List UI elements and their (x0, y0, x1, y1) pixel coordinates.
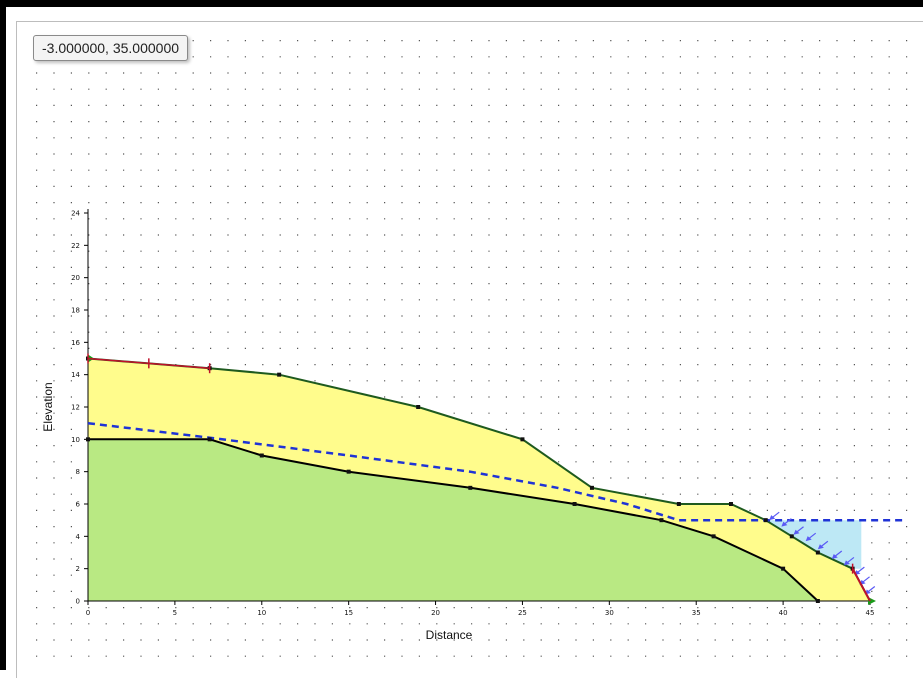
load-arrow-head (843, 560, 850, 566)
dot-grid (36, 40, 908, 657)
x-tick-label: 10 (257, 609, 266, 617)
x-tick-label: 40 (779, 609, 788, 617)
material-boundary-line (88, 438, 819, 602)
y-tick-label: 8 (76, 468, 80, 476)
vertex-marker (416, 405, 421, 409)
x-tick-label: 35 (692, 609, 701, 617)
load-arrow-head (769, 515, 776, 521)
drawing-area[interactable] (16, 21, 923, 678)
grid-dots (36, 40, 908, 657)
x-tick-label: 5 (173, 609, 177, 617)
load-arrow-head (793, 529, 800, 535)
x-tick-label: 30 (605, 609, 614, 617)
vertex-marker (676, 502, 681, 506)
load-arrow-head (831, 553, 838, 559)
x-tick-label: 15 (344, 609, 353, 617)
vertex-marker (763, 518, 768, 523)
y-tick-label: 4 (76, 533, 81, 541)
vertex-marker (277, 372, 282, 377)
water-load-arrows (769, 511, 876, 595)
vertex-marker (259, 453, 264, 458)
vertex-marker (468, 485, 473, 490)
vertex-marker (789, 534, 794, 539)
load-arrow-head (781, 521, 788, 527)
y-tick-label: 24 (71, 210, 80, 218)
x-tick-label: 25 (518, 609, 527, 617)
y-tick-label: 22 (71, 242, 80, 250)
y-tick-label: 6 (76, 501, 81, 509)
load-arrow-head (817, 544, 824, 550)
vertex-marker (815, 550, 820, 555)
slip-segment-toe (851, 568, 871, 602)
x-tick-label: 20 (431, 609, 440, 617)
vertex-marker (728, 502, 733, 506)
y-tick-label: 10 (71, 436, 80, 444)
x-tick-label: 45 (866, 609, 875, 617)
y-tick-label: 20 (71, 274, 80, 282)
x-axis-title: Distance (426, 628, 473, 642)
y-tick-label: 2 (76, 565, 80, 573)
y-tick-label: 0 (76, 598, 80, 606)
vertex-marker (815, 599, 820, 603)
vertex-marker (207, 437, 212, 442)
upper-material-region (88, 358, 870, 601)
vertex-marker (346, 469, 351, 474)
y-tick-label: 12 (71, 404, 80, 412)
y-tick-label: 14 (71, 371, 80, 379)
water-table-line (87, 421, 905, 522)
ponded-water-region (765, 520, 862, 569)
y-tick-label: 16 (71, 339, 80, 347)
vertex-marker (781, 566, 786, 571)
vertex-marker (520, 437, 525, 442)
vertex-marker (711, 534, 716, 539)
x-tick-label: 0 (86, 609, 90, 617)
load-arrow-head (805, 536, 812, 542)
lower-material-region (88, 439, 818, 601)
y-tick-label: 18 (71, 307, 80, 315)
vertex-marker (589, 485, 594, 490)
coordinate-readout: -3.000000, 35.000000 (33, 35, 189, 61)
y-axis-title: Elevation (41, 382, 55, 431)
vertex-marker (86, 437, 90, 442)
slip-surface-markers (87, 353, 871, 602)
vertex-marker (659, 518, 664, 523)
vertex-marker (572, 502, 577, 506)
